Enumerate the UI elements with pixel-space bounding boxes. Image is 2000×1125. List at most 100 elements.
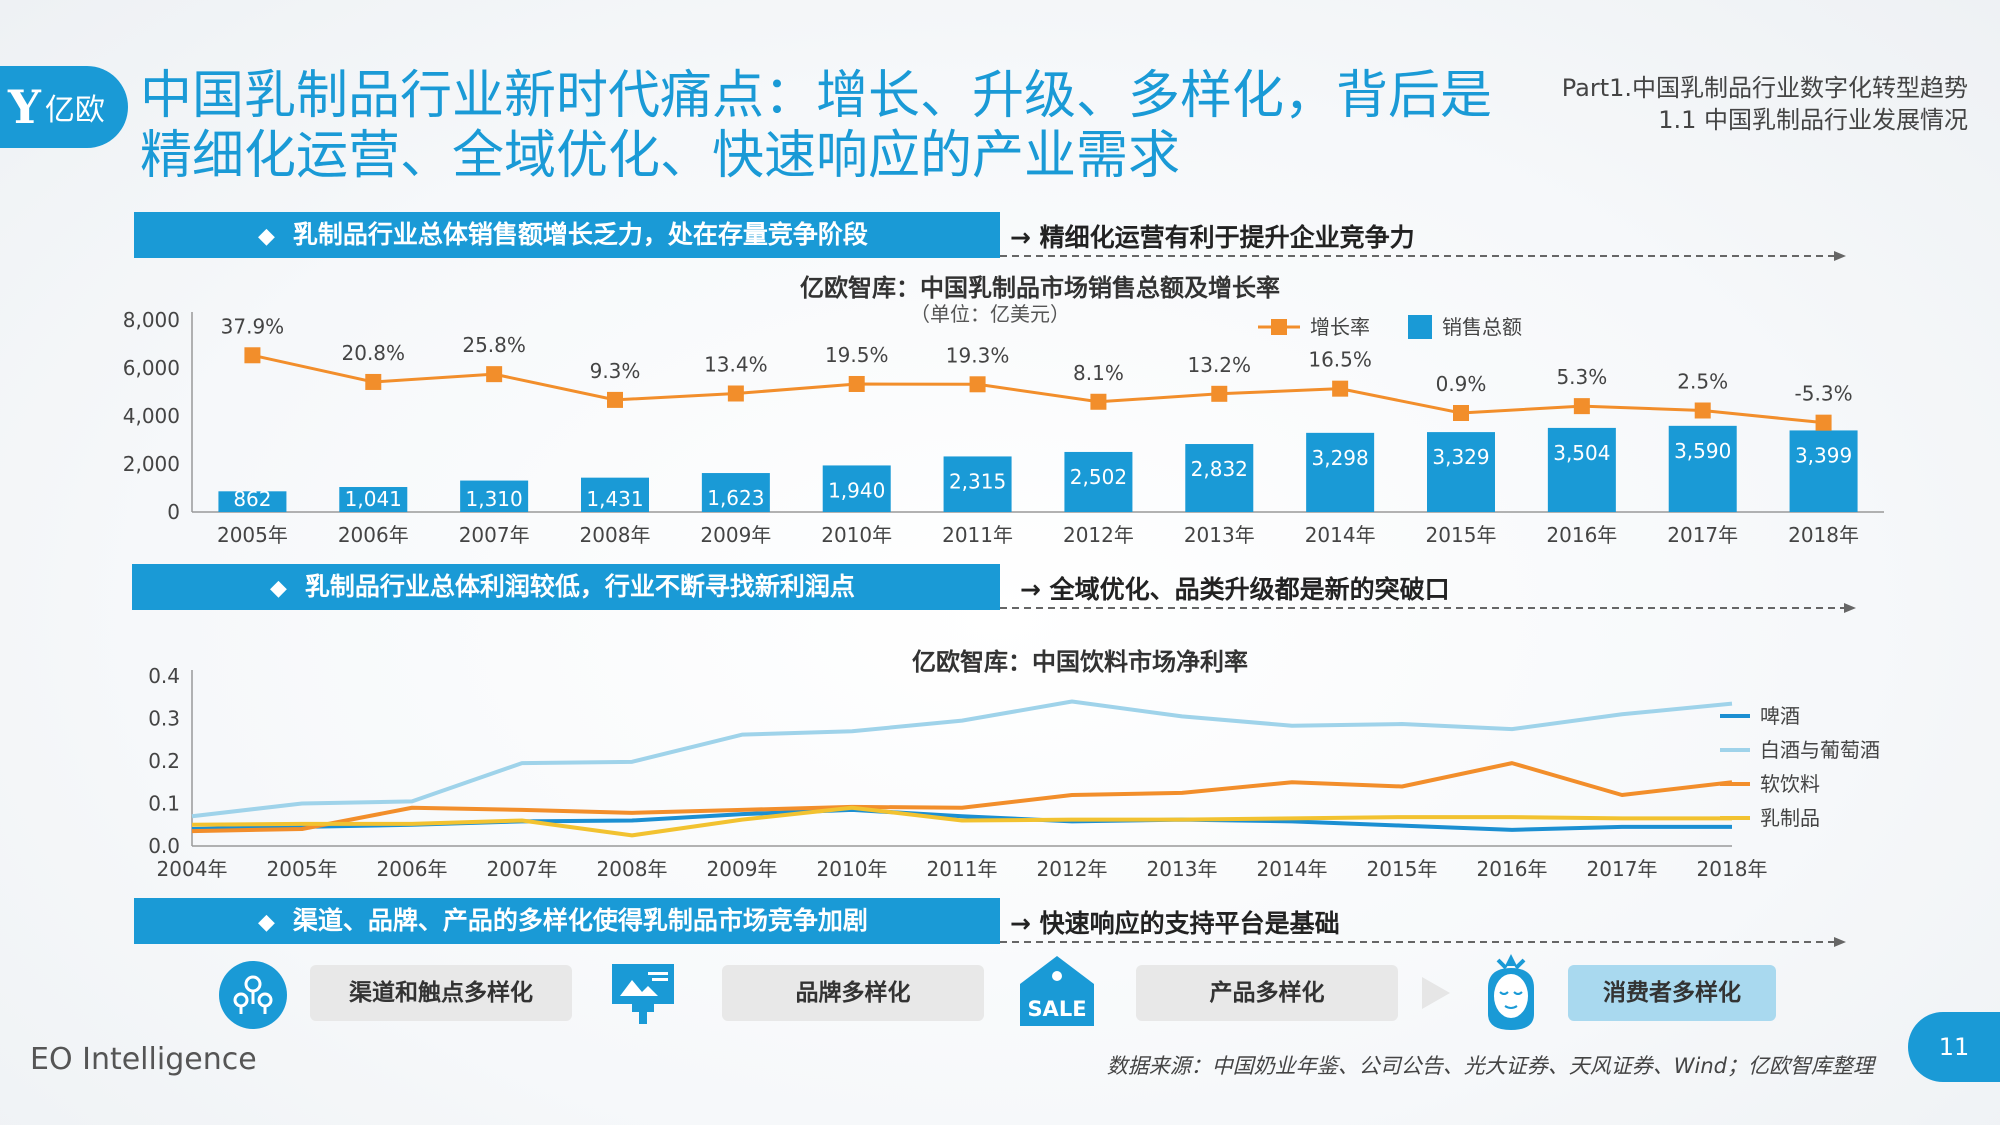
growth-rate-point: [1453, 404, 1469, 421]
sales-bar: [1789, 430, 1858, 512]
chart2-x-tick: 2018年: [1697, 857, 1768, 881]
sales-bar: [460, 480, 529, 512]
billboard-icon: [612, 964, 674, 1024]
chart2-y-tick: 0.0: [148, 834, 180, 858]
chart2-x-tick: 2011年: [927, 857, 998, 881]
growth-rate-label: 2.5%: [1677, 370, 1728, 394]
growth-rate-line: [252, 353, 1824, 425]
legend-label-2: 白酒与葡萄酒: [1760, 738, 1880, 762]
arrow-icon: →: [1010, 909, 1031, 938]
chart2-x-tick: 2015年: [1367, 857, 1438, 881]
sales-bar: [218, 491, 287, 512]
legend-sales-swatch: [1408, 315, 1432, 339]
logo-text: 亿欧: [44, 93, 105, 128]
legend-label-3: 软饮料: [1760, 772, 1820, 796]
yiou-logo: Y 亿欧: [0, 66, 128, 148]
pill-brand-diversity: 品牌多样化: [722, 965, 984, 1021]
chart2-x-tick: 2016年: [1477, 857, 1548, 881]
sales-bar-label: 2,315: [949, 469, 1006, 493]
growth-rate-point: [1815, 414, 1832, 431]
sales-bar-label: 862: [233, 487, 271, 511]
sales-bar-chart: 8,000 6,000 4,000 2,000 0 2005年 2006年 2007年 2008…: [123, 308, 1884, 547]
section1-banner: ◆ 乳制品行业总体销售额增长乏力，处在存量竞争阶段: [134, 212, 1000, 258]
pill-product-diversity: 产品多样化: [1136, 965, 1398, 1021]
part-breadcrumb: Part1.中国乳制品行业数字化转型趋势 1.1 中国乳制品行业发展情况: [1562, 72, 1968, 136]
section1-banner-text: 乳制品行业总体销售额增长乏力，处在存量竞争阶段: [292, 220, 868, 249]
sales-bar-label: 3,298: [1312, 446, 1369, 470]
growth-rate-point: [244, 347, 261, 364]
footer-brand: EO Intelligence: [30, 1042, 257, 1077]
logo-mark: Y: [8, 80, 41, 134]
growth-rate-point: [969, 376, 986, 393]
chart2-y-tick: 0.2: [148, 749, 180, 773]
chart1-y-tick: 8,000: [123, 308, 180, 332]
sales-bar-label: 3,504: [1553, 441, 1610, 465]
growth-rate-label: 0.9%: [1436, 372, 1487, 396]
growth-rate-point: [848, 375, 865, 392]
chart1-x-tick: 2006年: [338, 523, 409, 547]
section1-dashed-arrow: [1000, 251, 1846, 261]
section3-arrow-label: 快速响应的支持平台是基础: [1039, 909, 1340, 938]
legend-sales-label: 销售总额: [1442, 315, 1522, 339]
section1-diamond-icon: ◆: [258, 224, 275, 249]
chart1-x-tick: 2014年: [1305, 523, 1376, 547]
growth-rate-point: [1211, 385, 1228, 402]
chart2-y-tick: 0.4: [148, 664, 180, 688]
section1-arrow-text: → 精细化运营有利于提升企业竞争力: [1010, 218, 1415, 254]
sales-bar: [1427, 432, 1495, 512]
sales-bar-label: 1,041: [345, 487, 402, 511]
sale-text: SALE: [1027, 997, 1086, 1021]
growth-rate-label: 19.3%: [946, 343, 1010, 367]
net-margin-line-2: [191, 699, 1733, 819]
sales-bar-label: 2,832: [1191, 457, 1248, 481]
growth-rate-label: -5.3%: [1795, 382, 1853, 406]
growth-rate-point: [486, 366, 503, 383]
growth-rate-label: 13.4%: [704, 352, 768, 376]
chart2-x-tick: 2006年: [377, 857, 448, 881]
chart2-x-tick: 2009年: [707, 857, 778, 881]
growth-rate-point: [607, 391, 623, 408]
growth-rate-label: 5.3%: [1556, 365, 1607, 389]
section2-diamond-icon: ◆: [270, 576, 287, 601]
growth-rate-label: 8.1%: [1073, 361, 1124, 385]
part-line-2: 1.1 中国乳制品行业发展情况: [1658, 106, 1968, 134]
sales-bar: [1668, 425, 1737, 512]
chart2-x-tick: 2005年: [267, 857, 338, 881]
chart2-x-tick: 2017年: [1587, 857, 1658, 881]
section2-banner-text: 乳制品行业总体利润较低，行业不断寻找新利润点: [304, 572, 855, 601]
growth-rate-label: 25.8%: [462, 333, 526, 357]
chart1-unit: （单位：亿美元）: [910, 302, 1070, 326]
chart1-x-tick: 2018年: [1788, 523, 1859, 547]
sales-bar-label: 1,940: [828, 478, 885, 502]
chart2-x-tick: 2004年: [157, 857, 228, 881]
sales-bar: [1185, 444, 1254, 512]
consumer-face-icon: [1488, 954, 1534, 1030]
sales-bar-label: 3,399: [1795, 443, 1852, 467]
chart2-x-tick: 2007年: [487, 857, 558, 881]
growth-rate-label: 16.5%: [1308, 348, 1372, 372]
section3-arrow-text: → 快速响应的支持平台是基础: [1010, 904, 1340, 940]
chart1-x-tick: 2015年: [1426, 523, 1497, 547]
chart2-x-tick: 2014年: [1257, 857, 1328, 881]
growth-rate-point: [365, 373, 382, 390]
chart1-x-tick: 2011年: [942, 523, 1013, 547]
sales-bar-label: 1,431: [586, 487, 643, 511]
section2-arrow-label: 全域优化、品类升级都是新的突破口: [1049, 575, 1450, 604]
section2-arrow-text: → 全域优化、品类升级都是新的突破口: [1020, 570, 1450, 606]
chart1-title: 亿欧智库：中国乳制品市场销售总额及增长率: [800, 274, 1280, 302]
growth-rate-point: [1694, 402, 1711, 419]
section3-dashed-arrow: [1000, 937, 1846, 947]
chart2-x-tick: 2010年: [817, 857, 888, 881]
growth-rate-label: 9.3%: [590, 359, 641, 383]
section2-banner: ◆ 乳制品行业总体利润较低，行业不断寻找新利润点: [132, 564, 1000, 610]
chart1-y-tick: 0: [167, 500, 180, 524]
growth-rate-point: [1090, 393, 1107, 410]
chart1-x-tick: 2013年: [1184, 523, 1255, 547]
sales-bar: [581, 477, 649, 512]
chart1-x-tick: 2007年: [459, 523, 530, 547]
growth-rate-label: 19.5%: [825, 343, 889, 367]
pill-consumer-diversity: 消费者多样化: [1568, 965, 1776, 1021]
pill-channel-diversity: 渠道和触点多样化: [310, 965, 572, 1021]
chart1-x-tick: 2008年: [580, 523, 651, 547]
